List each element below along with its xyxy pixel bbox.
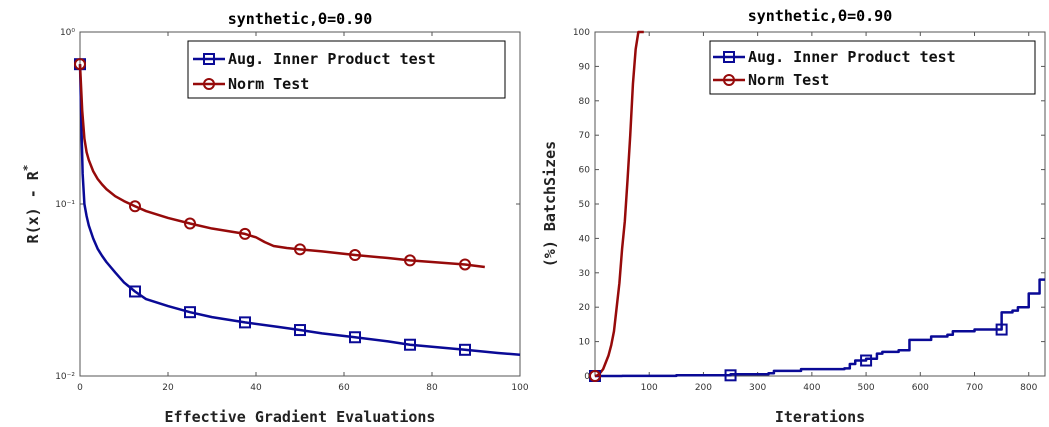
left-square-marker: [459, 343, 471, 356]
left-legend-marker-norm: [203, 78, 215, 90]
right-y-tick-label: 0: [584, 372, 590, 382]
right-y-tick-label: 60: [579, 166, 591, 176]
right-x-axis-label: Iterations: [775, 408, 865, 426]
left-x-tick-label: 100: [511, 383, 528, 393]
left-legend-marker-aug: [203, 53, 215, 65]
left-circle-marker: [129, 200, 141, 213]
right-y-tick-label: 90: [579, 62, 591, 72]
right-y-tick-label: 70: [579, 131, 591, 141]
right-legend-box: [709, 40, 1036, 95]
left-square-marker: [184, 306, 196, 319]
right-x-tick-label: 800: [1020, 383, 1037, 393]
left-circle-marker: [184, 217, 196, 230]
left-y-tick-label: 10⁻¹: [55, 200, 75, 210]
right-y-tick-label: 80: [579, 97, 591, 107]
left-x-tick-label: 0: [77, 383, 83, 393]
left-circle-marker: [74, 58, 86, 71]
left-circle-marker: [239, 227, 251, 240]
right-y-axis-label: (%) BatchSizes: [541, 141, 559, 267]
right-x-tick-label: 600: [912, 383, 929, 393]
right-circle-marker: [589, 370, 601, 382]
right-square-marker: [724, 369, 737, 382]
left-circle-marker: [349, 249, 361, 262]
left-x-tick-label: 20: [162, 383, 174, 393]
left-square-marker: [239, 316, 251, 329]
left-y-ticks: 10⁻² 10⁻¹ 10⁰: [55, 28, 520, 382]
right-x-tick-label: 300: [749, 383, 766, 393]
left-series-line-0: [78, 64, 521, 356]
left-square-marker: [294, 324, 306, 337]
right-y-tick-label: 10: [579, 338, 591, 348]
right-series-line-0: [595, 278, 1045, 378]
left-x-tick-label: 80: [426, 383, 438, 393]
left-x-tick-label: 60: [338, 383, 350, 393]
left-panel: synthetic,θ=0.90 Effective Gradient Eval…: [21, 10, 529, 426]
left-y-tick-label: 10⁰: [60, 28, 75, 38]
right-legend-label-norm: Norm Test: [748, 71, 829, 89]
right-y-tick-label: 40: [579, 234, 591, 244]
left-circle-marker: [404, 254, 416, 267]
left-square-marker: [404, 338, 416, 351]
left-legend-box: [187, 40, 506, 99]
right-chart-title: synthetic,θ=0.90: [748, 7, 893, 25]
right-y-tick-label: 100: [573, 28, 590, 38]
right-y-tick-label: 20: [579, 303, 591, 313]
left-x-ticks: 0 20 40 60 80 100: [77, 32, 529, 393]
left-circle-marker: [294, 243, 306, 256]
right-x-tick-label: 200: [695, 383, 712, 393]
right-markers: [589, 323, 1008, 382]
left-circle-marker: [459, 258, 471, 271]
left-legend: Aug. Inner Product test Norm Test: [187, 40, 506, 99]
right-panel: synthetic,θ=0.90 Iterations (%) BatchSiz…: [541, 7, 1046, 426]
right-y-tick-label: 50: [579, 200, 591, 210]
left-y-tick-label: 10⁻²: [55, 372, 75, 382]
right-x-tick-label: 100: [641, 383, 658, 393]
left-legend-label-norm: Norm Test: [228, 75, 309, 93]
right-x-tick-label: 500: [857, 383, 874, 393]
left-chart-title: synthetic,θ=0.90: [228, 10, 373, 28]
right-square-marker: [860, 354, 873, 367]
right-series-line-1: [594, 30, 644, 378]
left-legend-label-aug: Aug. Inner Product test: [228, 50, 436, 68]
left-x-axis-label: Effective Gradient Evaluations: [165, 408, 436, 426]
left-square-marker: [349, 331, 361, 344]
right-y-tick-label: 30: [579, 269, 591, 279]
right-series-lines: [594, 30, 1045, 378]
left-markers: [74, 58, 471, 356]
right-x-tick-label: 400: [803, 383, 820, 393]
left-square-marker: [129, 285, 141, 298]
left-series-lines: [78, 64, 521, 356]
right-square-marker: [995, 323, 1008, 336]
right-legend-marker-norm: [723, 74, 735, 86]
right-x-tick-label: 700: [966, 383, 983, 393]
left-y-axis-label: R(x) - R*: [21, 165, 42, 244]
left-series-line-1: [78, 64, 485, 269]
left-x-tick-label: 40: [250, 383, 262, 393]
right-legend-label-aug: Aug. Inner Product test: [748, 48, 956, 66]
right-legend-marker-aug: [723, 51, 735, 63]
right-legend: Aug. Inner Product test Norm Test: [709, 40, 1036, 95]
